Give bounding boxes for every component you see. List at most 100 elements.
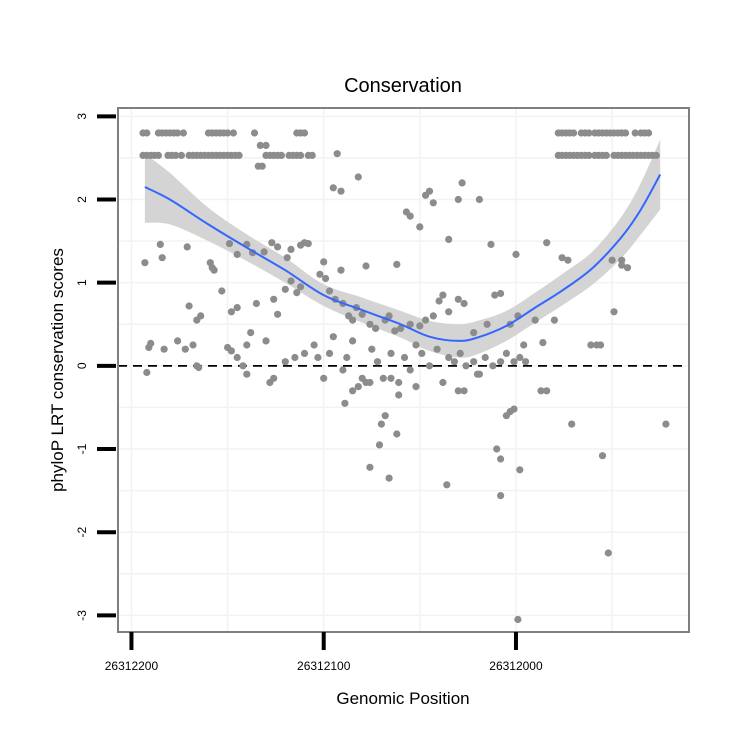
- data-point: [354, 173, 362, 181]
- data-point: [470, 329, 478, 337]
- data-point: [297, 283, 305, 291]
- y-tick-label: 3: [75, 113, 89, 120]
- data-point: [564, 256, 572, 264]
- data-point: [460, 387, 468, 395]
- data-point: [585, 151, 593, 159]
- data-point: [233, 250, 241, 258]
- y-axis-label: phyloP LRT conservation scores: [48, 248, 67, 492]
- data-points: [139, 129, 670, 624]
- data-point: [233, 304, 241, 312]
- data-point: [262, 141, 270, 149]
- data-point: [393, 430, 401, 438]
- data-point: [189, 341, 197, 349]
- confidence-ribbon-layer: [144, 139, 661, 358]
- data-point: [373, 358, 382, 366]
- data-point: [558, 254, 566, 262]
- x-tick-label: 26312000: [489, 659, 543, 673]
- data-point: [531, 316, 539, 324]
- data-point: [406, 366, 414, 374]
- data-point: [349, 337, 357, 345]
- panel-border: [117, 107, 690, 633]
- data-point: [393, 260, 401, 268]
- data-point: [218, 287, 226, 295]
- data-point: [462, 362, 470, 370]
- data-point: [179, 129, 187, 137]
- data-point: [510, 405, 518, 413]
- data-point: [158, 254, 166, 262]
- data-point: [429, 199, 437, 207]
- data-point: [439, 378, 447, 387]
- data-point: [252, 299, 260, 308]
- data-point: [470, 358, 478, 366]
- data-point: [270, 374, 278, 382]
- data-point: [387, 349, 395, 357]
- data-point: [160, 345, 168, 353]
- data-point: [274, 243, 282, 251]
- data-point: [489, 362, 497, 370]
- data-point: [412, 341, 420, 349]
- data-point: [597, 341, 605, 349]
- data-point: [568, 420, 576, 428]
- data-point: [300, 349, 309, 357]
- data-point: [618, 261, 626, 269]
- data-point: [570, 129, 578, 137]
- data-point: [358, 310, 366, 318]
- data-point: [512, 250, 520, 258]
- data-point: [239, 362, 247, 370]
- smooth-curve-layer: [144, 174, 662, 342]
- data-point: [604, 549, 612, 557]
- data-point: [445, 235, 453, 243]
- data-point: [181, 345, 189, 353]
- data-point: [375, 441, 384, 449]
- data-point: [422, 316, 430, 324]
- data-point: [493, 445, 501, 453]
- y-tick-label: 2: [75, 196, 89, 203]
- data-point: [291, 353, 299, 362]
- data-point: [143, 368, 151, 377]
- data-point: [475, 195, 483, 204]
- data-point: [300, 129, 309, 137]
- x-axis: 26312200 26312100 26312000: [105, 632, 543, 673]
- data-point: [520, 341, 528, 349]
- data-point: [308, 151, 316, 159]
- data-point: [270, 295, 278, 303]
- data-point: [247, 329, 255, 337]
- data-point: [395, 378, 403, 387]
- data-point: [325, 287, 334, 295]
- data-point: [516, 353, 524, 362]
- data-point: [243, 370, 251, 378]
- data-point: [337, 266, 345, 274]
- data-point: [329, 184, 337, 192]
- data-point: [233, 353, 241, 362]
- data-point: [598, 452, 607, 460]
- data-point: [497, 358, 505, 366]
- data-point: [320, 374, 328, 382]
- data-point: [341, 399, 349, 407]
- data-point: [514, 615, 522, 624]
- y-tick-label: -3: [75, 610, 89, 621]
- data-point: [325, 349, 334, 357]
- data-point: [387, 374, 395, 382]
- data-point: [425, 362, 434, 370]
- data-point: [256, 141, 264, 149]
- data-point: [458, 179, 466, 187]
- data-point: [250, 129, 259, 137]
- data-point: [224, 129, 232, 137]
- data-point: [429, 312, 437, 320]
- data-point: [618, 256, 626, 264]
- data-point: [543, 387, 551, 395]
- data-point: [443, 481, 451, 489]
- data-point: [537, 387, 545, 395]
- data-point: [174, 337, 182, 345]
- data-point: [497, 289, 505, 298]
- data-point: [281, 358, 289, 366]
- data-point: [297, 151, 305, 159]
- data-point: [400, 353, 409, 362]
- data-point: [652, 151, 660, 159]
- data-point: [177, 151, 185, 159]
- y-tick-label: 0: [75, 362, 89, 369]
- data-point: [491, 291, 499, 299]
- y-tick-label: -1: [75, 443, 89, 454]
- data-point: [156, 240, 164, 248]
